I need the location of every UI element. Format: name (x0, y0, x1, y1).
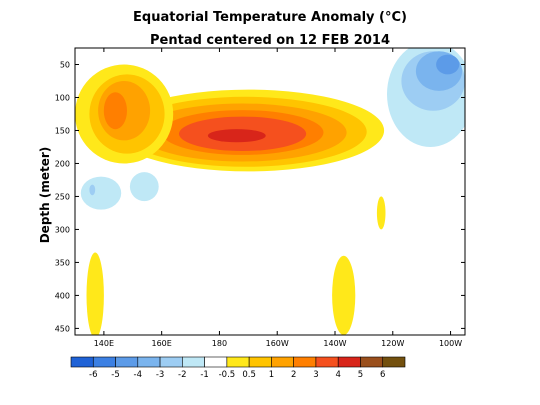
chart-title: Equatorial Temperature Anomaly (°C) (133, 10, 407, 25)
colorbar-swatch (248, 356, 272, 368)
y-tick-label: 300 (55, 225, 70, 234)
y-tick-label: 450 (55, 324, 70, 333)
colorbar-swatch (182, 356, 205, 368)
colorbar-label: 3 (313, 370, 318, 380)
colorbar-label: -1 (200, 370, 208, 380)
x-tick-label: 140W (323, 339, 346, 348)
y-tick-label: 200 (55, 159, 70, 168)
colorbar-label: -2 (178, 370, 186, 380)
colorbar-swatch (382, 356, 406, 368)
colorbar-swatch (115, 356, 139, 368)
colorbar-swatch (293, 356, 317, 368)
y-tick-label: 400 (55, 291, 70, 300)
colorbar-label: 0.5 (242, 370, 256, 380)
x-tick-label: 180 (212, 339, 227, 348)
colorbar-label: 2 (291, 370, 296, 380)
colorbar-label: -5 (111, 370, 119, 380)
colorbar-swatch (92, 356, 116, 368)
y-tick-label: 150 (55, 126, 70, 135)
x-tick-label: 160E (152, 339, 172, 348)
colorbar-label: 6 (380, 370, 385, 380)
x-axis: 140E 160E 180 160W 140W 120W 100W (94, 48, 462, 348)
warm-patch-120w-level-0 (376, 196, 386, 230)
plot-area (75, 48, 465, 335)
chart-subtitle: Pentad centered on 12 FEB 2014 (150, 33, 390, 48)
x-tick-label: 100W (439, 339, 462, 348)
cold-patch-160e-level-0 (129, 172, 159, 202)
colorbar-label: -6 (89, 370, 97, 380)
colorbar-swatch (226, 356, 250, 368)
y-tick-label: 350 (55, 258, 70, 267)
colorbar-swatch (315, 356, 339, 368)
warm-tongue-west-deep-level-0 (86, 252, 104, 335)
colorbar-label: 1 (269, 370, 274, 380)
colorbar-label: -4 (134, 370, 142, 380)
y-tick-label: 100 (55, 93, 70, 102)
colorbar-swatch (70, 356, 94, 368)
y-tick-label: 50 (60, 60, 70, 69)
western-cold-patch-level-1 (89, 184, 96, 196)
western-cold-patch-level-0 (80, 176, 122, 210)
anomaly-fields (75, 48, 465, 335)
colorbar-label: -3 (156, 370, 164, 380)
colorbar-swatch (360, 356, 384, 368)
colorbar: -6 -5 -4 -3 -2 -1 -0.5 0.5 1 2 3 4 5 6 (70, 356, 406, 380)
x-tick-label: 140E (94, 339, 114, 348)
colorbar-swatch (337, 356, 361, 368)
colorbar-swatch (137, 356, 161, 368)
y-axis: 50 100 150 200 250 300 350 400 450 (55, 60, 465, 333)
warm-tongue-east-deep-level-0 (332, 255, 356, 335)
x-tick-label: 120W (381, 339, 404, 348)
plot-frame (74, 47, 466, 336)
western-warm-lobe-level-3 (103, 92, 127, 130)
y-tick-label: 250 (55, 192, 70, 201)
x-tick-label: 160W (266, 339, 289, 348)
colorbar-label: -0.5 (219, 370, 236, 380)
warm-core-level-5 (207, 129, 266, 143)
colorbar-swatch (204, 356, 228, 368)
colorbar-swatch (271, 356, 294, 368)
colorbar-label: 5 (358, 370, 363, 380)
colorbar-label: 4 (335, 370, 340, 380)
colorbar-swatch (159, 356, 183, 368)
y-axis-label: Depth (meter) (38, 147, 52, 244)
eastern-cold-pool-level-3 (436, 54, 460, 75)
